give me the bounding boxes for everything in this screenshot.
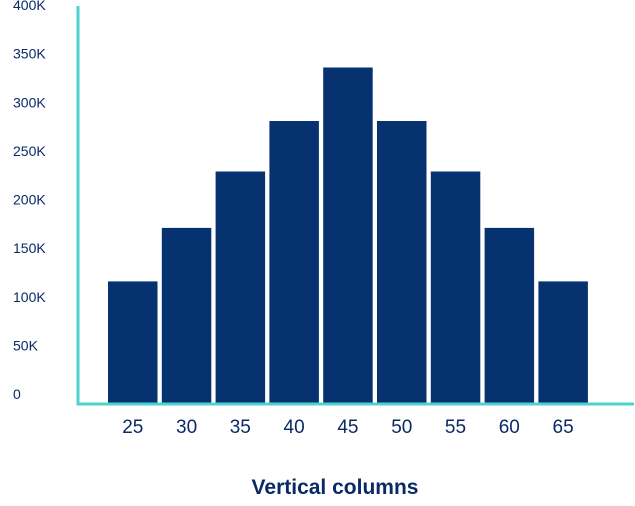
bar: [484, 227, 535, 403]
x-tick-label: 40: [284, 417, 305, 438]
x-tick-label: 60: [499, 417, 520, 438]
x-tick-label: 50: [391, 417, 412, 438]
bar: [323, 67, 373, 403]
y-tick-label: 200K: [13, 192, 46, 208]
bar: [269, 121, 319, 403]
y-tick-label: 150K: [13, 240, 46, 256]
bar: [430, 171, 481, 403]
y-tick-label: 0: [13, 386, 21, 402]
x-tick-label: 35: [230, 417, 251, 438]
x-tick-label: 55: [445, 417, 466, 438]
y-axis-ticks: 0 50K 100K 150K 200K 250K 300K 350K 400K: [13, 0, 46, 402]
bar: [215, 171, 266, 403]
x-tick-label: 30: [176, 417, 197, 438]
y-tick-label: 400K: [13, 0, 46, 13]
x-axis-ticks: 25 30 35 40 45 50 55 60 65: [122, 417, 573, 438]
x-tick-label: 45: [337, 417, 358, 438]
bar: [161, 227, 212, 403]
y-tick-label: 250K: [13, 143, 46, 159]
bar: [377, 121, 427, 403]
y-tick-label: 100K: [13, 289, 46, 305]
bar: [108, 281, 158, 403]
x-axis-title: Vertical columns: [252, 476, 419, 499]
y-tick-label: 50K: [13, 337, 39, 353]
bar-series: [108, 67, 588, 403]
y-tick-label: 350K: [13, 46, 46, 62]
x-tick-label: 65: [553, 417, 574, 438]
bar: [538, 281, 588, 403]
x-tick-label: 25: [122, 417, 143, 438]
y-tick-label: 300K: [13, 94, 46, 110]
